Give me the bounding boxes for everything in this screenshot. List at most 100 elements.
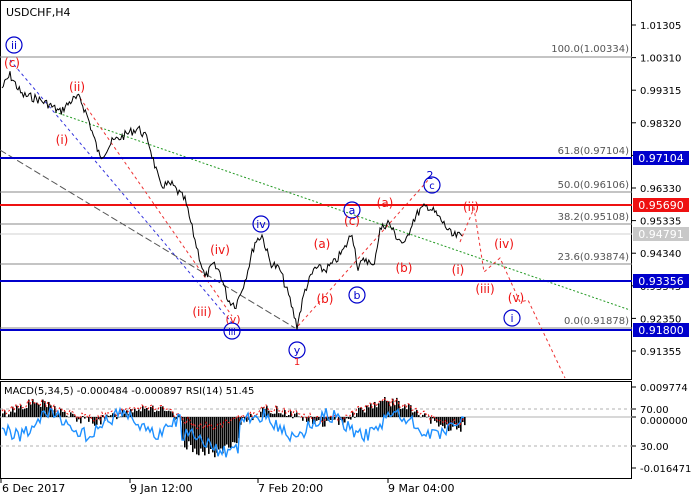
ind-tick-4: -0.016471: [640, 464, 691, 475]
macd-bar: [364, 413, 366, 417]
macd-bar: [282, 415, 284, 417]
macd-bar: [166, 411, 168, 417]
svg-text:i: i: [510, 312, 513, 325]
wave-number-2: 2: [427, 169, 434, 182]
macd-bar: [22, 409, 24, 417]
svg-text:iii: iii: [228, 328, 236, 338]
time-label-0: 6 Dec 2017: [2, 482, 65, 495]
macd-bar: [188, 417, 190, 441]
price-tick-label: 1.01305: [640, 21, 681, 32]
wave-label-ii-1: (ii): [69, 80, 85, 94]
macd-bar: [294, 414, 296, 417]
svg-text:ii: ii: [11, 39, 17, 52]
macd-bar: [24, 409, 26, 417]
macd-bar: [66, 416, 68, 417]
macd-bar: [124, 414, 126, 417]
macd-bar: [64, 412, 66, 417]
macd-bar: [70, 412, 72, 417]
wave-label-c-2: (c): [344, 214, 360, 228]
macd-bar: [428, 416, 430, 417]
macd-bar: [88, 417, 90, 422]
level-box-blue-3-label: 0.91800: [638, 324, 684, 337]
macd-bar: [456, 417, 458, 429]
time-label-1: 9 Jan 12:00: [130, 482, 193, 495]
macd-bar: [350, 417, 352, 420]
macd-bar: [318, 417, 320, 420]
macd-bar: [346, 417, 348, 418]
price-tick-label: 1.00310: [640, 54, 681, 65]
macd-bar: [362, 410, 364, 417]
macd-bar: [250, 414, 252, 417]
macd-bar: [302, 417, 304, 421]
macd-bar: [234, 417, 236, 442]
macd-bar: [18, 408, 20, 417]
macd-bar: [170, 411, 172, 417]
macd-bar: [416, 410, 418, 417]
macd-bar: [444, 417, 446, 428]
macd-bar: [464, 417, 466, 425]
macd-bar: [136, 411, 138, 417]
macd-bar: [236, 417, 238, 443]
ind-tick-1: 70.00: [640, 405, 669, 416]
macd-bar: [148, 411, 150, 417]
macd-bar: [204, 417, 206, 455]
wave-label-i-2: (i): [452, 263, 465, 277]
wave-label-b-2: (b): [396, 261, 413, 275]
macd-bar: [30, 404, 32, 417]
macd-bar: [26, 408, 28, 417]
time-label-3: 9 Mar 04:00: [388, 482, 454, 495]
macd-bar: [280, 413, 282, 417]
wave-circle-y: y: [289, 342, 305, 358]
price-tick-label: 0.91355: [640, 347, 681, 358]
macd-bar: [138, 410, 140, 417]
macd-bar: [288, 415, 290, 417]
macd-bar: [116, 417, 118, 419]
wave-circle-ii: ii: [6, 37, 22, 53]
macd-bar: [232, 417, 234, 442]
macd-bar: [208, 417, 210, 454]
macd-bar: [140, 411, 142, 417]
macd-bar: [230, 417, 232, 448]
macd-bar: [400, 409, 402, 417]
fib-label-23-6: 23.6(0.93874): [558, 252, 630, 263]
macd-bar: [394, 405, 396, 417]
wave-labels: ii iv iii y a b i c 2 1: [4, 37, 524, 368]
time-axis[interactable]: 6 Dec 2017 9 Jan 12:00 7 Feb 20:00 9 Mar…: [1, 479, 454, 495]
macd-bar: [368, 407, 370, 417]
macd-bar: [82, 416, 84, 417]
svg-text:b: b: [354, 289, 361, 302]
macd-bar: [396, 398, 398, 417]
price-axis[interactable]: 1.013051.003100.993150.983200.973250.963…: [632, 21, 681, 358]
macd-bar: [372, 408, 374, 417]
trendline-red-dashed-1: [80, 98, 232, 316]
macd-bar: [42, 400, 44, 417]
fib-label-0: 0.0(0.91878): [564, 316, 629, 327]
macd-bar: [316, 417, 318, 421]
wave-label-a-1: (a): [314, 237, 331, 251]
macd-bar: [158, 411, 160, 417]
macd-bar: [366, 405, 368, 417]
macd-bar: [226, 417, 228, 444]
level-box-blue-1-label: 0.97104: [638, 152, 684, 165]
macd-bar: [224, 417, 226, 446]
macd-bar: [10, 412, 12, 417]
macd-bar: [32, 399, 34, 417]
macd-bar: [228, 417, 230, 448]
price-tick-label: 0.96330: [640, 184, 681, 195]
macd-bar: [196, 417, 198, 454]
fib-label-50: 50.0(0.96106): [558, 180, 630, 191]
macd-bar: [146, 408, 148, 417]
wave-label-b-1: (b): [317, 292, 334, 306]
macd-bar: [356, 413, 358, 417]
macd-bar: [430, 417, 432, 424]
svg-text:iv: iv: [256, 218, 266, 231]
svg-text:y: y: [294, 344, 301, 357]
macd-bar: [438, 417, 440, 427]
macd-bar: [334, 417, 336, 420]
indicator-axis: 0.009774 70.00 0.000000 30.00 -0.016471: [632, 383, 691, 475]
wave-label-iii-1: (iii): [192, 305, 211, 319]
macd-bar: [274, 414, 276, 417]
macd-bar: [406, 409, 408, 417]
macd-bar: [20, 405, 22, 417]
